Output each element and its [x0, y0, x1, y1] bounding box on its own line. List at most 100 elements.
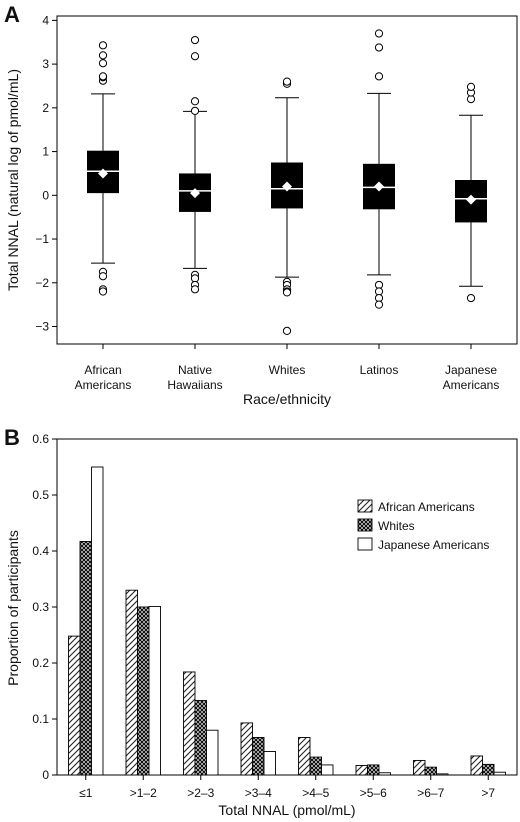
- bar-japanese-americans: [206, 729, 219, 776]
- legend-label: African Americans: [378, 500, 475, 514]
- panel-a-y-axis-label: Total NNAL (natural log of pmol/mL): [5, 69, 21, 291]
- legend-swatch: [357, 518, 373, 532]
- y-tick-label: −3: [35, 320, 49, 334]
- outlier-point: [282, 288, 292, 297]
- panel-a-boxes: [87, 29, 487, 335]
- bar-whites: [309, 756, 322, 776]
- bar-japanese-americans: [321, 764, 334, 776]
- box-4: [363, 29, 395, 309]
- x-category-label: Latinos: [360, 363, 399, 377]
- panel-a-x-axis-label: Race/ethnicity: [243, 391, 331, 407]
- panel-a-letter: A: [4, 2, 20, 27]
- x-category-label: >2–3: [187, 786, 214, 800]
- bar-japanese-americans: [263, 751, 276, 776]
- panel-b-x-axis-label: Total NNAL (pmol/mL): [218, 802, 355, 818]
- legend-label: Whites: [378, 519, 415, 533]
- y-tick-label: 0.2: [32, 656, 49, 670]
- y-tick-label: 0.4: [32, 544, 49, 558]
- panel-b-y-axis-label: Proportion of participants: [5, 530, 21, 686]
- bar-japanese-americans: [378, 772, 391, 776]
- box-5: [455, 82, 487, 303]
- bar-whites: [194, 700, 207, 776]
- outlier-point: [98, 41, 108, 50]
- outlier-point: [98, 59, 108, 68]
- y-tick-label: −1: [35, 232, 49, 246]
- outlier-point: [98, 51, 108, 60]
- x-category-label-line2: Hawaiians: [167, 378, 222, 392]
- box-mean-marker: [466, 194, 476, 205]
- bar-african-americans: [125, 589, 138, 776]
- x-category-label: Japanese: [445, 363, 497, 377]
- bar-african-americans: [470, 755, 483, 776]
- y-tick-label: 3: [42, 57, 49, 71]
- legend-swatch: [357, 537, 373, 551]
- panel-b-bars: [68, 466, 506, 776]
- outlier-point: [466, 293, 476, 303]
- bar-whites: [482, 763, 495, 776]
- bar-whites: [424, 766, 437, 776]
- box-mean-marker: [98, 168, 108, 179]
- bar-whites: [367, 764, 380, 776]
- outlier-point: [466, 82, 476, 91]
- outlier-point: [190, 106, 200, 116]
- outlier-point: [190, 97, 200, 106]
- box-2: [179, 35, 211, 294]
- x-category-label: Whites: [269, 363, 306, 377]
- panel-b: B 0 0.1 0.2 0.3 0.4 0.5 0.6 ≤1 >1–2 >2–3 >3–4 >4–5…: [4, 425, 518, 818]
- bar-whites: [137, 606, 150, 776]
- outlier-point: [190, 35, 200, 45]
- outlier-point: [98, 272, 108, 281]
- y-tick-label: 1: [42, 145, 49, 159]
- y-tick-label: 0.5: [32, 488, 49, 502]
- y-tick-label: 0: [42, 188, 49, 202]
- box-3: [271, 77, 303, 335]
- y-tick-label: 2: [42, 101, 49, 115]
- x-category-label: >1–2: [130, 786, 157, 800]
- y-tick-label: −2: [35, 276, 49, 290]
- x-category-label: >5–6: [360, 786, 387, 800]
- x-category-label-line2: Americans: [75, 378, 132, 392]
- outlier-point: [282, 326, 292, 335]
- x-category-label: >6–7: [417, 786, 444, 800]
- bar-african-americans: [298, 737, 311, 776]
- bar-african-americans: [183, 671, 196, 776]
- box-mean-marker: [374, 181, 384, 192]
- bar-whites: [79, 541, 92, 776]
- bar-whites: [252, 737, 265, 776]
- bar-japanese-americans: [91, 466, 104, 776]
- outlier-point: [190, 52, 200, 61]
- panel-b-y-axis: 0 0.1 0.2 0.3 0.4 0.5 0.6: [32, 432, 57, 782]
- bar-african-americans: [413, 759, 426, 776]
- outlier-point: [374, 29, 384, 38]
- x-category-label: African: [84, 363, 121, 377]
- outlier-point: [98, 287, 108, 296]
- bar-african-americans: [355, 765, 368, 776]
- box-1: [87, 41, 119, 296]
- x-category-label: Native: [178, 363, 212, 377]
- panel-a-y-axis: −3 −2 −1 0 1 2 3 4: [35, 13, 57, 334]
- outlier-point: [98, 72, 108, 81]
- bar-african-americans: [68, 635, 81, 776]
- bar-japanese-americans: [436, 773, 449, 776]
- outlier-point: [282, 77, 292, 86]
- panel-b-x-axis: ≤1 >1–2 >2–3 >3–4 >4–5 >5–6 >6–7 >7: [79, 775, 495, 800]
- box-mean-marker: [282, 181, 292, 192]
- bar-japanese-americans: [148, 605, 161, 776]
- bar-japanese-americans: [493, 771, 506, 776]
- bar-african-americans: [240, 722, 253, 776]
- panel-b-legend: African Americans Whites Japanese American…: [357, 499, 489, 552]
- legend-swatch: [357, 499, 373, 513]
- legend-label: Japanese Americans: [378, 538, 489, 552]
- y-tick-label: 4: [42, 13, 49, 27]
- outlier-point: [374, 300, 384, 309]
- box-mean-marker: [190, 188, 200, 199]
- outlier-point: [374, 72, 384, 81]
- x-category-label: ≤1: [79, 786, 93, 800]
- y-tick-label: 0.6: [32, 432, 49, 446]
- y-tick-label: 0: [42, 768, 49, 782]
- x-category-label: >3–4: [245, 786, 272, 800]
- x-category-label: >7: [481, 786, 495, 800]
